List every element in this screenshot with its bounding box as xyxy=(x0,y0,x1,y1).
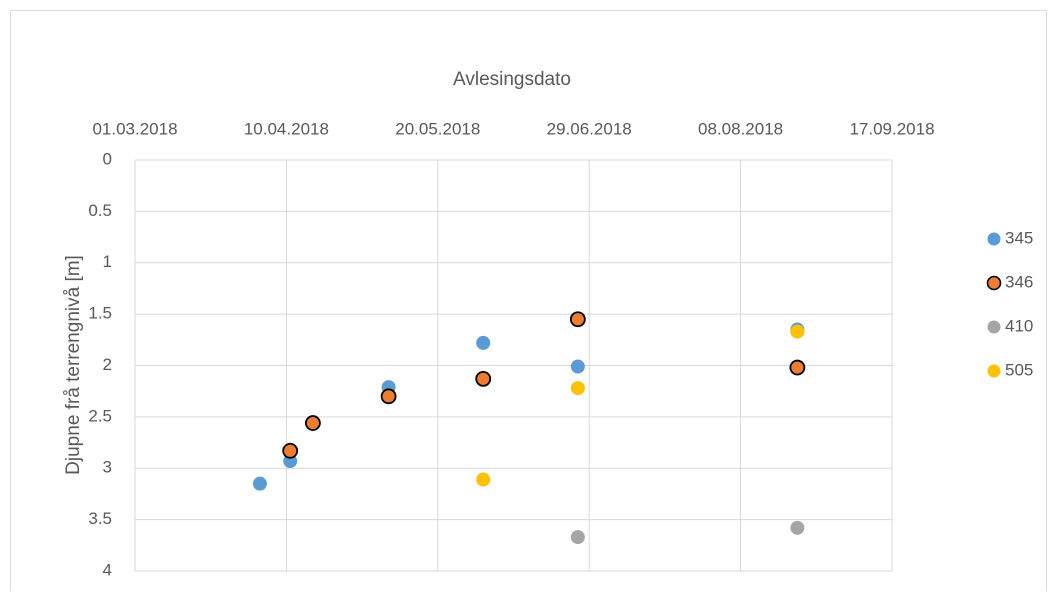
data-point xyxy=(570,359,585,374)
data-point xyxy=(569,311,586,328)
x-tick-label: 29.06.2018 xyxy=(547,119,632,138)
data-point xyxy=(380,388,397,405)
legend-label: 505 xyxy=(1005,360,1033,379)
data-point xyxy=(790,520,805,535)
legend-marker xyxy=(987,320,1001,334)
legend-marker xyxy=(987,232,1001,246)
y-tick-label: 3.5 xyxy=(88,509,112,528)
chart-title: Avlesingsdato xyxy=(453,69,571,90)
data-point xyxy=(570,530,585,545)
x-tick-label: 17.09.2018 xyxy=(849,119,934,138)
data-point xyxy=(570,381,585,396)
legend-label: 410 xyxy=(1005,316,1033,335)
y-tick-label: 0.5 xyxy=(88,201,112,220)
data-point xyxy=(476,335,491,350)
legend-label: 346 xyxy=(1005,272,1033,291)
data-point xyxy=(476,472,491,487)
chart-border xyxy=(10,10,1047,596)
legend-marker xyxy=(987,364,1001,378)
legend-label: 345 xyxy=(1005,228,1033,247)
y-tick-label: 2 xyxy=(103,355,112,374)
y-tick-label: 1.5 xyxy=(88,304,112,323)
y-tick-label: 4 xyxy=(103,560,112,579)
data-point xyxy=(789,359,806,376)
x-tick-label: 20.05.2018 xyxy=(395,119,480,138)
data-point xyxy=(304,415,321,431)
data-point xyxy=(790,324,805,339)
y-tick-label: 1 xyxy=(103,252,112,271)
y-axis-label: Djupne frå terrengnivå [m] xyxy=(63,255,84,475)
x-tick-label: 08.08.2018 xyxy=(698,119,783,138)
legend-marker xyxy=(986,275,1002,291)
y-tick-label: 0 xyxy=(103,149,112,168)
y-tick-label: 2.5 xyxy=(88,406,112,425)
y-tick-label: 3 xyxy=(103,458,112,477)
data-point xyxy=(252,476,267,491)
x-tick-label: 01.03.2018 xyxy=(92,119,177,138)
data-point xyxy=(475,370,492,387)
data-point xyxy=(282,442,299,459)
x-tick-label: 10.04.2018 xyxy=(244,119,329,138)
